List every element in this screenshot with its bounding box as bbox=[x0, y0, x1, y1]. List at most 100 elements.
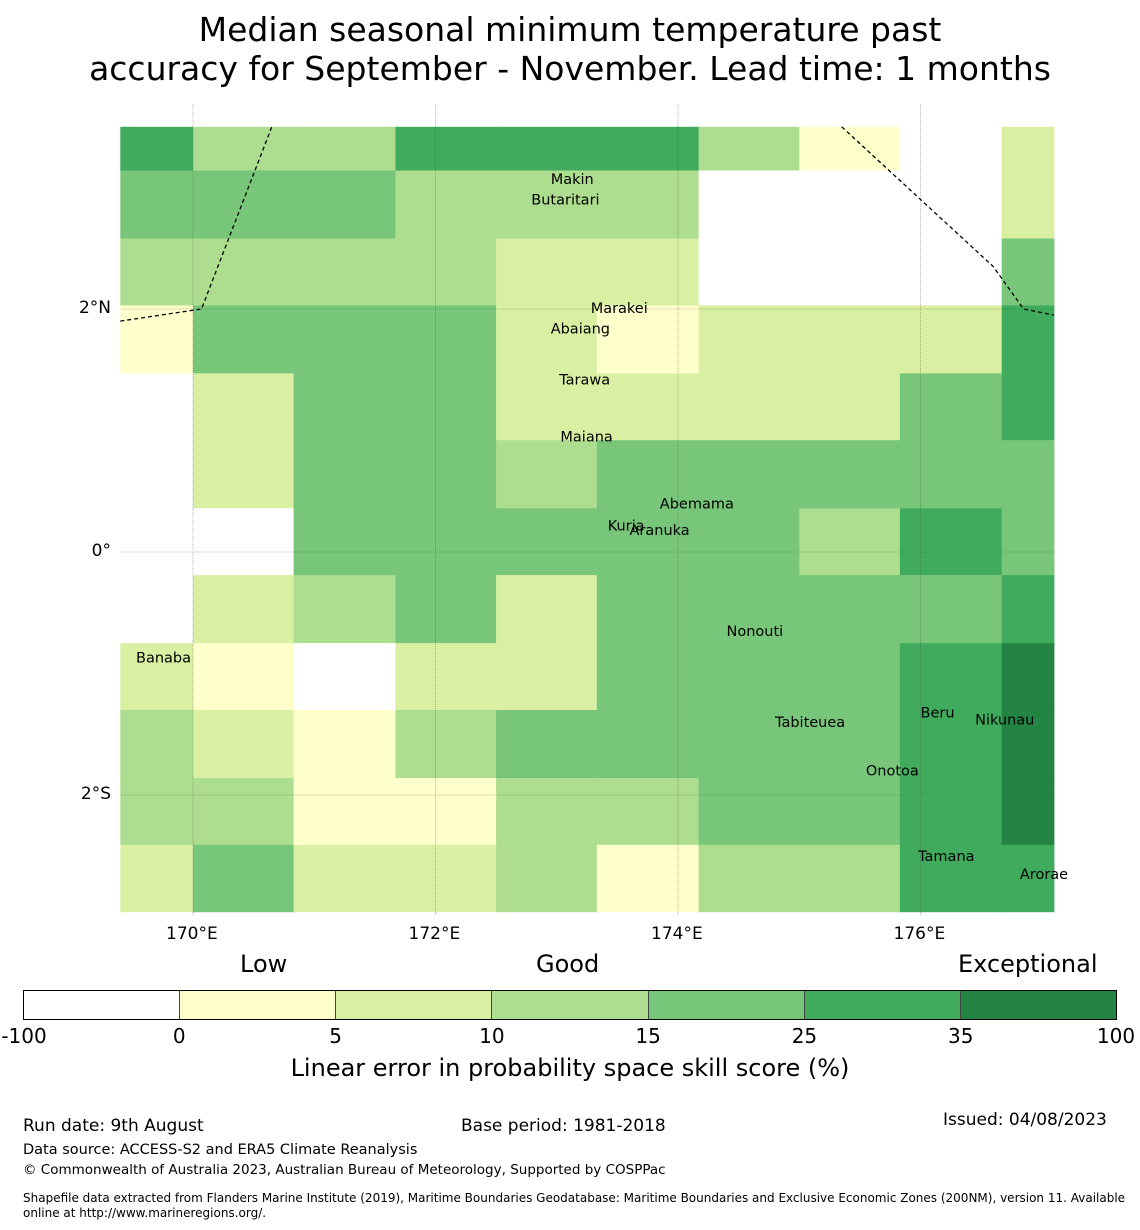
skill-cell bbox=[596, 126, 700, 172]
skill-cell bbox=[596, 643, 700, 711]
skill-cell bbox=[496, 643, 598, 711]
skill-cell bbox=[496, 170, 598, 240]
skill-cell bbox=[698, 844, 800, 913]
skill-cell bbox=[395, 710, 497, 779]
colorbar-segment bbox=[492, 991, 649, 1019]
island-label: Abaiang bbox=[551, 321, 610, 337]
island-label: Maiana bbox=[560, 430, 612, 446]
copyright: © Commonwealth of Australia 2023, Austra… bbox=[23, 1162, 666, 1178]
colorbar-tick-label: 15 bbox=[635, 1024, 661, 1048]
island-label: Banaba bbox=[136, 651, 191, 667]
skill-cell bbox=[899, 305, 1003, 374]
skill-cell bbox=[698, 373, 800, 441]
island-label: Onotoa bbox=[866, 764, 919, 780]
skill-cell bbox=[698, 440, 800, 509]
x-tick-label: 172°E bbox=[408, 924, 461, 944]
chart-title: Median seasonal minimum temperature past… bbox=[0, 10, 1140, 88]
skill-cell bbox=[120, 170, 194, 240]
skill-cell bbox=[193, 710, 295, 779]
skill-cell bbox=[899, 508, 1003, 576]
skill-cell bbox=[1001, 238, 1055, 306]
skill-cell bbox=[1001, 440, 1055, 509]
colorbar-tick-label: 10 bbox=[479, 1024, 505, 1048]
skill-cell bbox=[698, 305, 800, 374]
colorbar-tick-label: 35 bbox=[947, 1024, 974, 1048]
x-tick-label: 176°E bbox=[893, 924, 946, 944]
skill-cell bbox=[799, 844, 901, 913]
skill-cell bbox=[496, 238, 598, 306]
skill-cell bbox=[799, 170, 901, 240]
x-tick-label: 174°E bbox=[651, 924, 703, 944]
skill-cell bbox=[1001, 126, 1055, 172]
eez-boundary bbox=[841, 126, 1055, 316]
skill-cell bbox=[193, 440, 295, 509]
shapefile-credit-line-2: online at http://www.marineregions.org/. bbox=[23, 1206, 267, 1220]
skill-cell bbox=[899, 575, 1003, 644]
island-labels: Makin Butaritari Marakei Abaiang Tarawa Maian… bbox=[136, 172, 1068, 883]
title-line-2: accuracy for September - November. Lead … bbox=[89, 49, 1051, 88]
skill-cell bbox=[120, 305, 194, 374]
skill-cell bbox=[1001, 844, 1055, 913]
skill-cell bbox=[596, 844, 700, 913]
skill-cell bbox=[698, 126, 800, 172]
skill-cell bbox=[496, 710, 598, 779]
y-tick-label: 0° bbox=[91, 541, 111, 561]
x-tick-label: 170°E bbox=[166, 924, 218, 944]
skill-cell bbox=[1001, 170, 1055, 240]
skill-cell bbox=[596, 710, 700, 779]
colorbar-title: Linear error in probability space skill … bbox=[290, 1054, 850, 1082]
skill-cell bbox=[596, 238, 700, 306]
skill-cell bbox=[1001, 710, 1055, 779]
skill-cell bbox=[293, 508, 396, 576]
skill-cell bbox=[120, 373, 194, 441]
island-label: Nikunau bbox=[975, 713, 1034, 729]
skill-cell bbox=[698, 778, 800, 846]
colorbar-tick-label: 0 bbox=[172, 1024, 186, 1048]
colorbar bbox=[23, 990, 1117, 1020]
skill-cell bbox=[899, 238, 1003, 306]
skill-cell bbox=[799, 126, 901, 172]
skill-cell bbox=[1001, 305, 1055, 374]
skill-cell bbox=[193, 778, 295, 846]
skill-cell bbox=[496, 778, 598, 846]
skill-cell bbox=[799, 710, 901, 779]
skill-cell bbox=[799, 778, 901, 846]
data-source: Data source: ACCESS-S2 and ERA5 Climate … bbox=[23, 1142, 418, 1158]
skill-cell bbox=[698, 575, 800, 644]
run-date: Run date: 9th August bbox=[23, 1116, 204, 1136]
skill-cell bbox=[193, 643, 295, 711]
skill-cell bbox=[293, 440, 396, 509]
maritime-boundaries bbox=[120, 126, 1055, 322]
skill-cell bbox=[395, 440, 497, 509]
skill-cell bbox=[496, 508, 598, 576]
skill-cell bbox=[799, 508, 901, 576]
colorbar-segment bbox=[648, 991, 805, 1019]
skill-cell bbox=[496, 844, 598, 913]
skill-cell bbox=[899, 170, 1003, 240]
colorbar-tick-label: 100 bbox=[1096, 1024, 1136, 1048]
skill-cell bbox=[596, 575, 700, 644]
colorbar-segment bbox=[24, 991, 181, 1019]
skill-cell bbox=[120, 710, 194, 779]
skill-cell bbox=[1001, 575, 1055, 644]
skill-cell bbox=[193, 170, 295, 240]
skill-cell bbox=[293, 126, 396, 172]
skill-cell bbox=[193, 373, 295, 441]
island-label: Beru bbox=[921, 705, 955, 721]
island-label: Arorae bbox=[1020, 867, 1068, 883]
skill-cell bbox=[120, 643, 194, 711]
island-label: Marakei bbox=[591, 301, 648, 317]
skill-cell bbox=[395, 575, 497, 644]
skill-cell bbox=[293, 643, 396, 711]
skill-cell bbox=[193, 305, 295, 374]
skill-cell bbox=[596, 440, 700, 509]
skill-cell bbox=[395, 126, 497, 172]
island-label: Tabiteuea bbox=[774, 715, 845, 731]
skill-cell bbox=[496, 126, 598, 172]
skill-cell bbox=[698, 170, 800, 240]
skill-cell bbox=[799, 643, 901, 711]
colorbar-tick-label: 25 bbox=[791, 1024, 818, 1048]
skill-cell bbox=[193, 575, 295, 644]
skill-cell bbox=[120, 844, 194, 913]
colorbar-segment bbox=[804, 991, 961, 1019]
